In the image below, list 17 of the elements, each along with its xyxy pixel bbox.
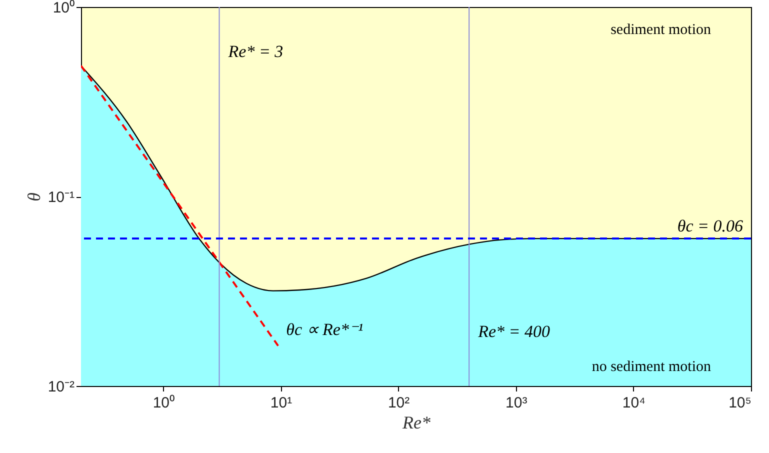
annotation: no sediment motion (592, 359, 712, 375)
x-axis-title: Re* (402, 412, 430, 432)
y-tick-label: 10⁻² (48, 378, 74, 396)
x-tick-label: 10⁴ (622, 394, 646, 412)
ref-line-label: θc = 0.06 (677, 216, 744, 236)
x-tick-label: 10⁵ (728, 394, 752, 412)
x-tick-label: 10¹ (270, 394, 292, 412)
series-label: θc ∝ Re*⁻¹ (286, 320, 364, 339)
x-tick-label: 10² (388, 394, 410, 412)
x-tick-label: 10⁰ (152, 394, 175, 412)
annotation: sediment motion (610, 22, 712, 38)
y-axis-title: θ (24, 192, 44, 202)
y-tick-label: 10⁻¹ (48, 189, 74, 206)
y-tick-label: 10⁰ (52, 0, 74, 16)
ref-line-label: Re* = 400 (477, 322, 550, 341)
x-tick-label: 10³ (506, 394, 528, 412)
ref-line-label: Re* = 3 (227, 42, 284, 61)
